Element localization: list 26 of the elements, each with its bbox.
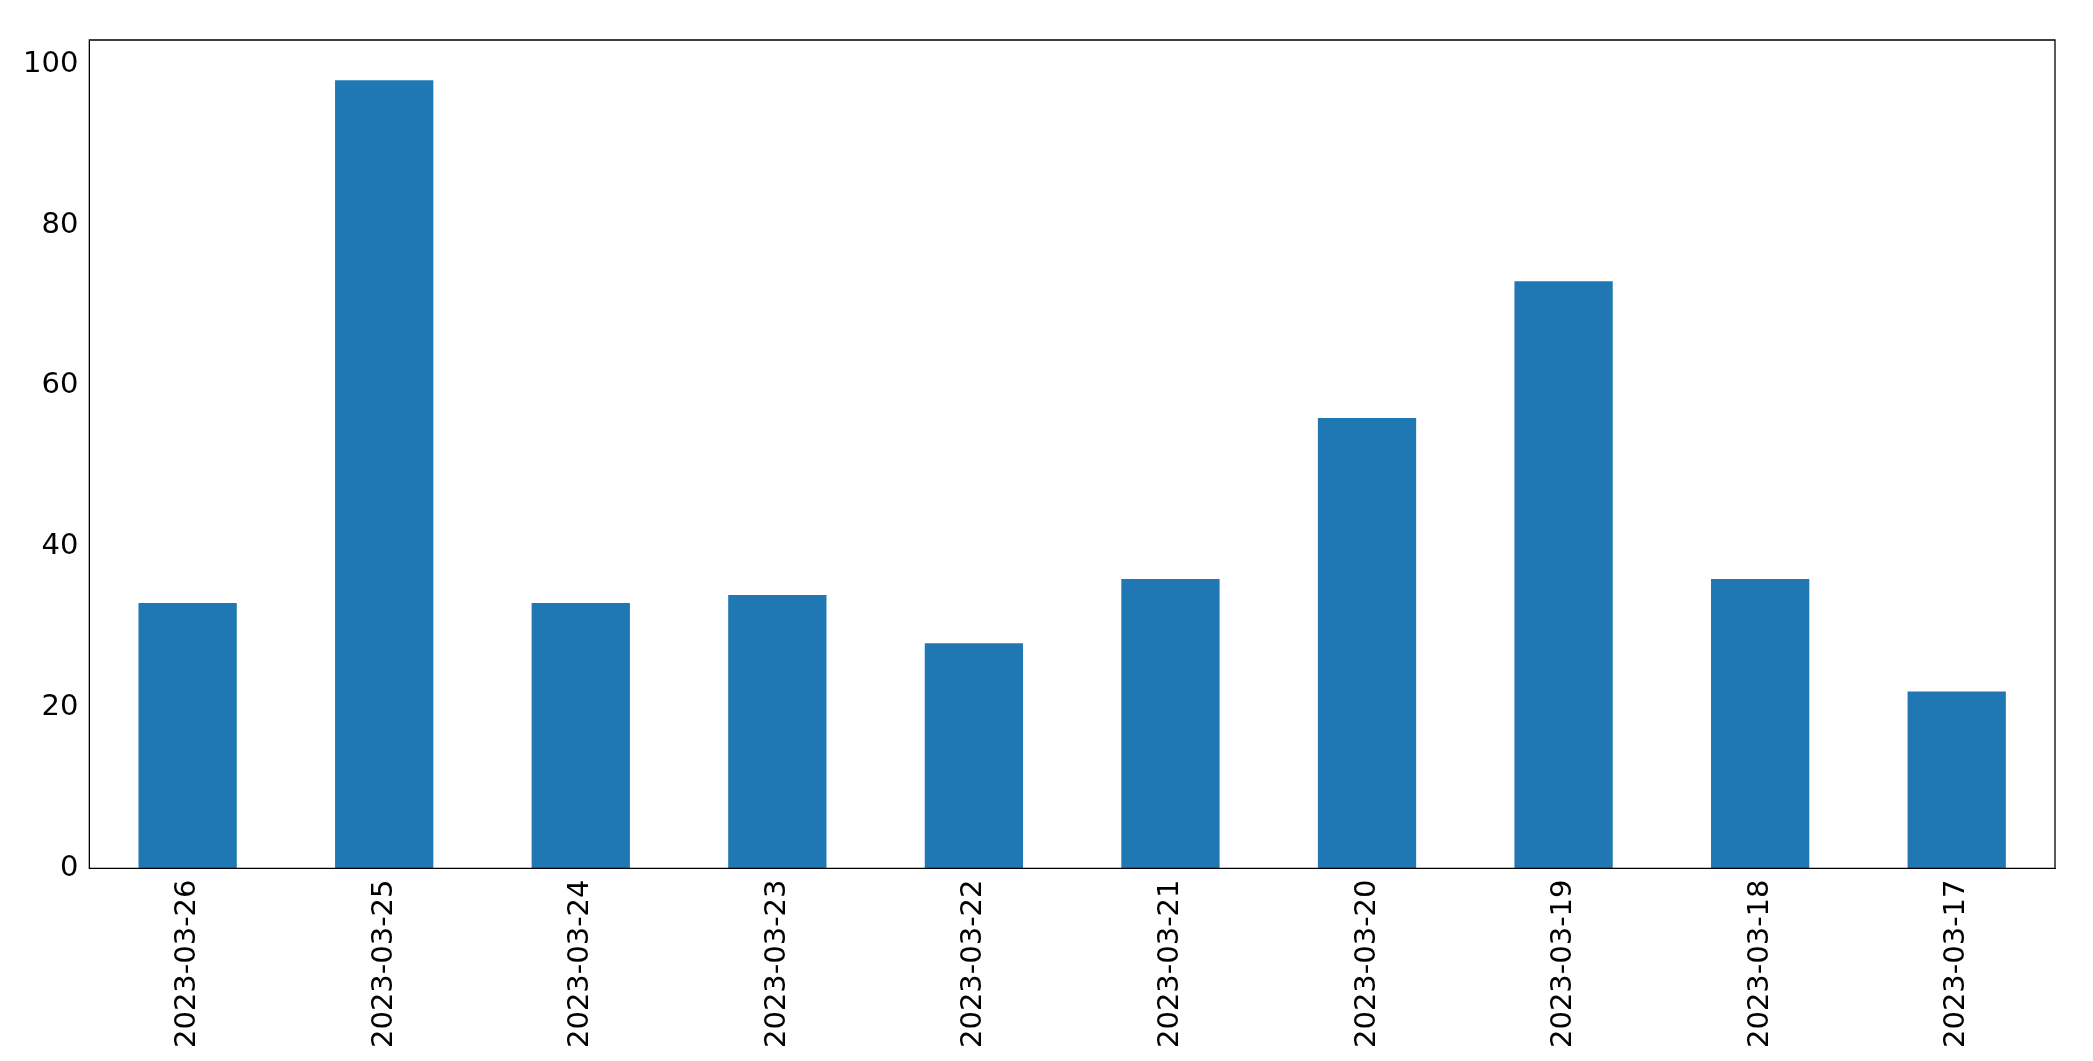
x-tick-label: 2023-03-22 [954,879,989,1049]
x-tick-label: 2023-03-19 [1544,879,1579,1049]
x-tick-label: 2023-03-18 [1740,879,1775,1049]
y-tick-label: 60 [41,366,79,401]
y-tick-label: 100 [22,44,79,79]
bar [335,80,434,869]
x-tick-label: 2023-03-21 [1150,879,1185,1049]
bar [531,603,630,869]
x-tick-label: 2023-03-17 [1937,879,1972,1049]
y-tick-label: 20 [41,688,79,723]
bar [1121,578,1220,869]
y-tick-label: 80 [41,205,79,240]
x-tick-label: 2023-03-25 [364,879,399,1049]
bar [728,594,827,869]
x-tick-label: 2023-03-23 [757,879,792,1049]
bar [1907,691,2006,869]
x-tick-label: 2023-03-24 [561,879,596,1049]
bar [1514,281,1613,869]
x-tick-label: 2023-03-26 [168,879,203,1049]
bar [924,643,1024,869]
y-tick-label: 0 [59,849,79,883]
bar [1317,418,1417,869]
bar [1711,578,1810,869]
bar [138,603,237,869]
x-tick-label: 2023-03-20 [1347,879,1382,1049]
y-tick-label: 40 [41,527,79,562]
